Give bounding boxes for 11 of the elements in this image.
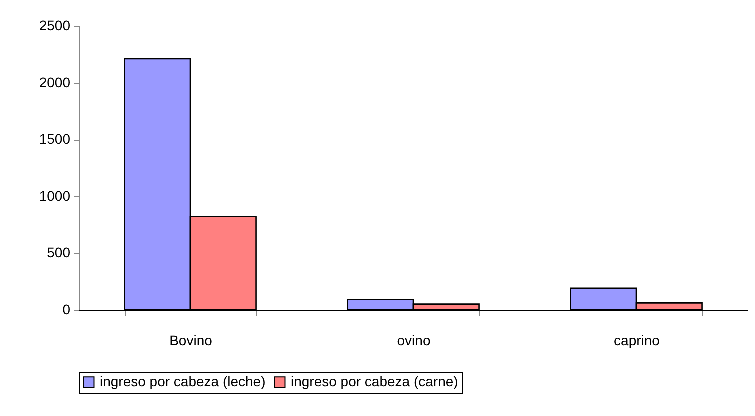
legend-label: ingreso por cabeza (carne) [291,373,458,390]
legend-label: ingreso por cabeza (leche) [100,373,266,390]
y-tick-label: 0 [62,302,71,318]
x-tick-label: caprino [614,332,660,348]
x-tick-label: ovino [397,332,431,348]
y-tick-label: 1500 [39,131,71,148]
y-tick-label: 2500 [39,18,71,34]
x-tick-label: Bovino [170,332,213,348]
y-tick-label: 2000 [39,74,71,90]
y-tick-label: 500 [47,244,71,261]
y-tick-label: 1000 [39,188,71,204]
